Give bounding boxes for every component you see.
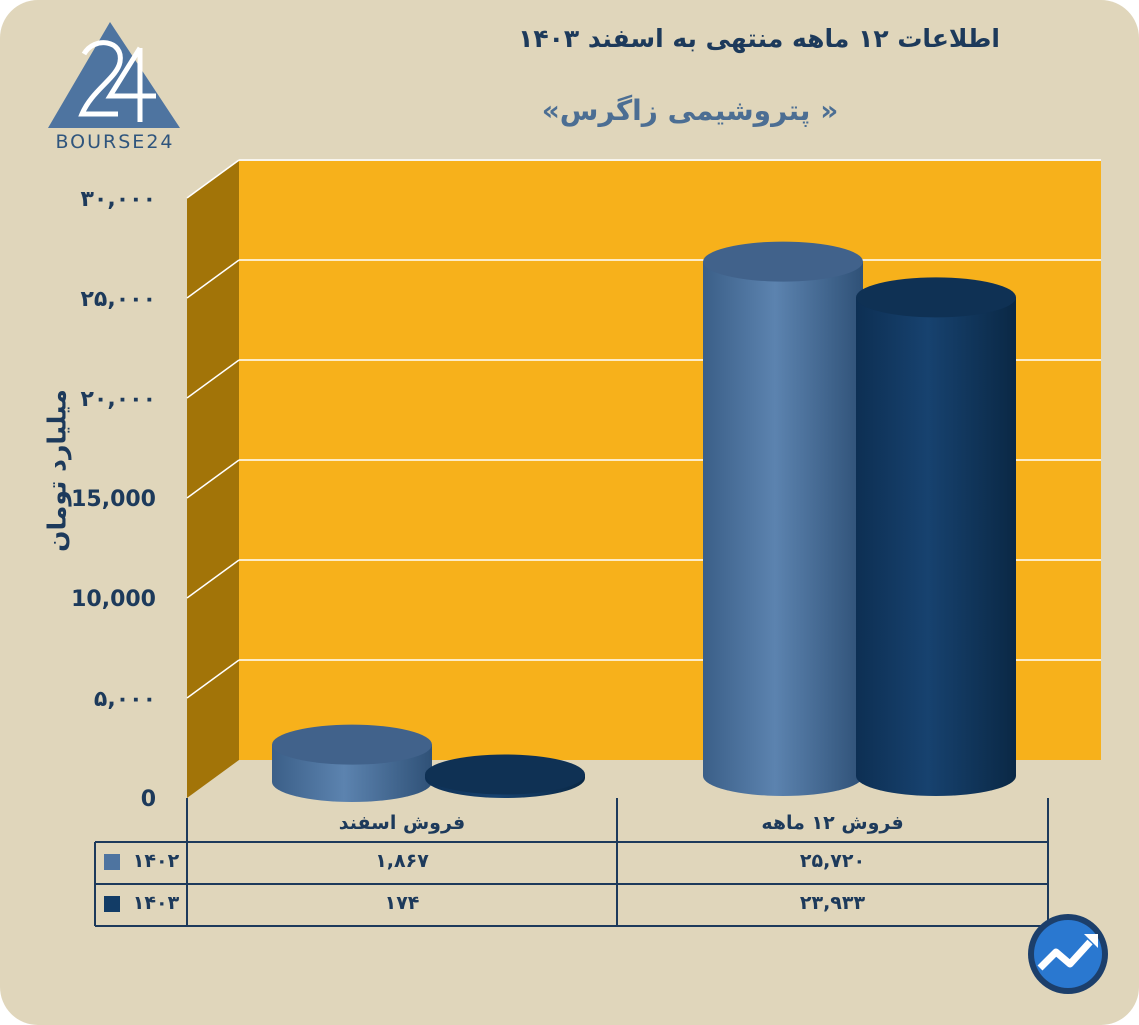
bourse24-logo-icon	[40, 18, 190, 158]
category-label: فروش اسفند	[338, 812, 466, 834]
data-label: ۱,۸۶۷	[375, 850, 429, 872]
gridline	[186, 159, 240, 199]
legend-item-1403: ۱۴۰۳	[96, 884, 186, 924]
y-tick-label: 0	[141, 787, 156, 812]
bar-top	[425, 754, 585, 795]
legend-swatch	[104, 854, 120, 870]
bar-top	[856, 277, 1016, 318]
data-label: ۲۳,۹۳۳	[799, 892, 866, 914]
bar-top	[703, 241, 863, 282]
legend-swatch	[104, 896, 120, 912]
data-label: ۲۵,۷۲۰	[799, 850, 866, 872]
y-tick-label: ۵,۰۰۰	[94, 687, 156, 712]
data-label: ۱۷۴	[384, 892, 420, 914]
category-label: فروش ۱۲ ماهه	[761, 812, 904, 834]
y-tick-label: 15,000	[71, 487, 156, 512]
y-tick-label: 10,000	[71, 587, 156, 612]
gridline	[186, 359, 240, 399]
bar-body	[703, 261, 863, 797]
bar	[703, 241, 863, 797]
chart-title: اطلاعات ۱۲ ماهه منتهی به اسفند ۱۴۰۳	[518, 24, 1000, 53]
bar-top	[272, 724, 432, 765]
bar	[856, 277, 1016, 796]
y-tick-label: ۳۰,۰۰۰	[81, 187, 157, 212]
y-tick-label: ۲۵,۰۰۰	[81, 287, 157, 312]
legend-label: ۱۴۰۳	[132, 892, 180, 914]
logo-text: BOURSE24	[55, 131, 175, 153]
gridline	[186, 659, 240, 699]
legend-label: ۱۴۰۲	[132, 850, 180, 872]
gridline	[186, 259, 240, 299]
bar	[272, 724, 432, 802]
chart-subtitle: « پتروشیمی زاگرس»	[541, 94, 839, 127]
legend-item-1402: ۱۴۰۲	[96, 842, 186, 882]
gridline	[186, 459, 240, 499]
y-tick-label: ۲۰,۰۰۰	[81, 387, 157, 412]
gridline	[186, 559, 240, 599]
bar	[425, 754, 585, 798]
trend-arrow-icon	[1026, 912, 1110, 996]
bar-body	[856, 297, 1016, 796]
